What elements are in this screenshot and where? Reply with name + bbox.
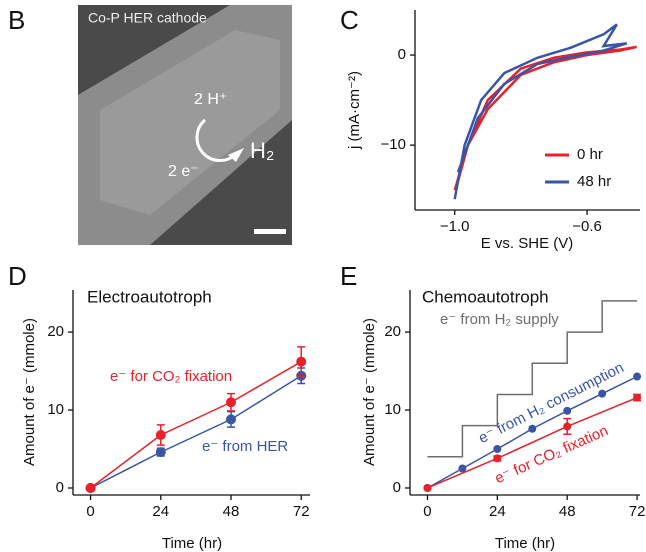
x-tick-label: −1.0 [440, 218, 470, 235]
series-label: e⁻ from HER [202, 438, 288, 455]
panel-label: D [8, 261, 27, 291]
data-point [226, 414, 236, 424]
chart-title: Chemoautotroph [422, 287, 549, 306]
y-tick-label: 20 [47, 323, 64, 340]
x-tick-label: 0 [423, 503, 431, 520]
y-tick-label: −10 [381, 136, 406, 153]
x-axis-label: Time (hr) [495, 535, 555, 552]
y-tick-label: 10 [47, 401, 64, 418]
data-point [493, 445, 501, 453]
series-label: e⁻ for CO₂ fixation [110, 368, 232, 385]
y-tick-label: 20 [384, 323, 401, 340]
image-caption: Co-P HER cathode [88, 10, 207, 26]
x-axis-label: Time (hr) [162, 535, 222, 552]
x-tick-label: 0 [86, 503, 94, 520]
x-tick-label: 24 [152, 503, 169, 520]
x-tick-label: 48 [223, 503, 240, 520]
data-point [633, 394, 641, 402]
legend-label: 0 hr [577, 146, 603, 163]
series-line [455, 47, 637, 190]
y-tick-label: 0 [393, 479, 401, 496]
data-point [423, 484, 431, 492]
x-tick-label: 24 [489, 503, 506, 520]
page: Co-P HER cathode 2 H⁺ H₂ 2 e⁻ B C −1.0 −0.… [0, 0, 646, 552]
data-point [86, 483, 96, 493]
image-label: 2 e⁻ [168, 163, 199, 180]
series-line [91, 376, 302, 488]
sem-image: Co-P HER cathode 2 H⁺ H₂ 2 e⁻ [78, 5, 292, 245]
panel-label: E [340, 261, 357, 291]
scale-bar [254, 229, 286, 234]
y-tick-label: 10 [384, 401, 401, 418]
data-point [296, 357, 306, 367]
data-point [156, 447, 166, 457]
y-axis-label: j (mA·cm⁻²) [346, 71, 363, 150]
image-label: H₂ [250, 138, 274, 163]
y-tick-label: 0 [398, 46, 406, 63]
y-axis-label: Amount of e⁻ (mmole) [361, 318, 378, 466]
panel-label: B [8, 5, 25, 35]
data-point [598, 390, 606, 398]
y-axis-label: Amount of e⁻ (mmole) [21, 318, 38, 466]
x-tick-label: 72 [293, 503, 310, 520]
series-label: e⁻ from H₂ supply [440, 311, 559, 328]
data-point [528, 425, 536, 433]
chart-title: Electroautotroph [87, 287, 212, 306]
data-point [563, 407, 571, 415]
figure: Co-P HER cathode 2 H⁺ H₂ 2 e⁻ B C −1.0 −0.… [0, 0, 646, 552]
x-axis-label: E vs. SHE (V) [481, 235, 574, 252]
x-tick-label: 48 [559, 503, 576, 520]
data-point [156, 430, 166, 440]
panel-label: C [340, 5, 359, 35]
data-point [493, 454, 501, 462]
x-tick-label: 72 [629, 503, 646, 520]
y-tick-label: 0 [56, 479, 64, 496]
data-point [633, 373, 641, 381]
data-point [226, 397, 236, 407]
x-tick-label: −0.6 [572, 218, 602, 235]
legend-label: 48 hr [577, 173, 611, 190]
data-point [563, 422, 571, 430]
image-label: 2 H⁺ [194, 91, 227, 108]
